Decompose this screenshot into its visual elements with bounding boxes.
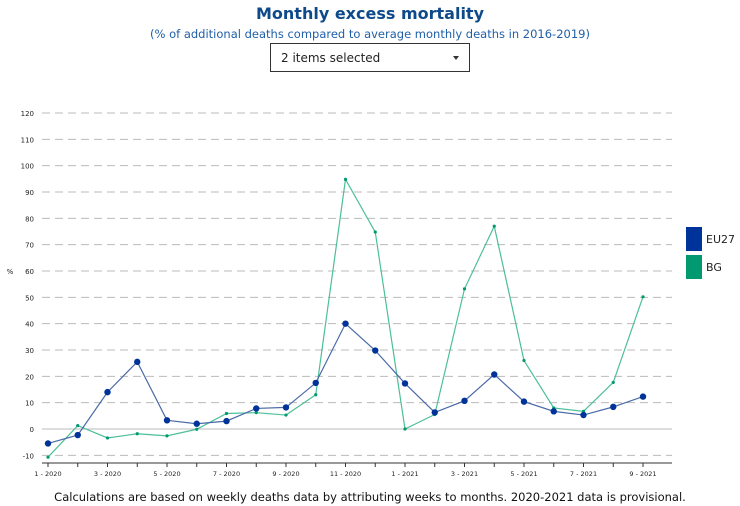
legend-item-eu27[interactable]: EU27 — [686, 227, 735, 251]
y-tick-label: 0 — [30, 426, 34, 434]
data-point-bg — [641, 295, 645, 299]
data-point-bg — [135, 432, 139, 436]
data-point-eu27 — [163, 417, 171, 424]
y-tick-label: 90 — [25, 189, 34, 197]
data-point-bg — [314, 393, 318, 397]
data-point-bg — [403, 427, 407, 431]
dropdown-value: 2 items selected — [281, 50, 381, 65]
legend-label: EU27 — [706, 232, 735, 246]
footnote: Calculations are based on weekly deaths … — [54, 490, 686, 504]
data-point-bg — [195, 427, 199, 431]
y-tick-label: -10 — [23, 452, 34, 460]
x-tick-label: 3 - 2021 — [451, 470, 478, 478]
data-point-bg — [611, 380, 615, 384]
data-point-bg — [522, 358, 526, 363]
x-tick-label: 5 - 2021 — [510, 470, 537, 478]
series-select-dropdown[interactable]: 2 items selected — [270, 43, 470, 72]
y-tick-label: 120 — [21, 110, 34, 118]
series-line-eu27 — [47, 322, 644, 445]
y-tick-label: 20 — [25, 373, 34, 381]
data-point-bg — [462, 287, 467, 291]
data-point-eu27 — [312, 379, 319, 387]
data-point-bg — [343, 177, 348, 181]
data-point-bg — [105, 436, 110, 440]
data-point-bg — [373, 230, 377, 234]
data-point-eu27 — [580, 411, 587, 419]
x-tick-label: 11 - 2020 — [330, 470, 361, 478]
data-point-eu27 — [550, 408, 557, 415]
x-tick-label: 9 - 2021 — [629, 470, 656, 478]
chart-title: Monthly excess mortality — [256, 4, 484, 23]
series-line-bg — [47, 177, 644, 458]
data-point-eu27 — [74, 431, 81, 439]
data-point-eu27 — [193, 420, 200, 427]
data-point-eu27 — [134, 358, 141, 366]
x-tick-label: 7 - 2020 — [213, 470, 240, 478]
data-point-eu27 — [461, 397, 468, 405]
y-axis-label: % — [7, 268, 14, 276]
data-point-eu27 — [610, 403, 617, 411]
legend-swatch — [686, 255, 702, 279]
x-tick-label: 1 - 2021 — [391, 470, 418, 478]
y-tick-label: 30 — [25, 347, 34, 355]
caret-down-icon — [453, 56, 459, 60]
data-point-bg — [254, 411, 258, 415]
y-tick-label: 110 — [21, 136, 34, 144]
data-point-eu27 — [342, 320, 349, 327]
data-point-eu27 — [520, 398, 528, 405]
data-point-bg — [284, 413, 288, 417]
data-point-bg — [492, 224, 496, 228]
data-point-eu27 — [491, 371, 498, 378]
data-point-eu27 — [223, 417, 230, 425]
x-tick-label: 5 - 2020 — [153, 470, 180, 478]
chart-subtitle: (% of additional deaths compared to aver… — [150, 27, 590, 41]
x-tick-label: 7 - 2021 — [570, 470, 597, 478]
data-point-eu27 — [253, 405, 260, 412]
data-point-bg — [46, 455, 50, 459]
data-point-eu27 — [639, 393, 647, 400]
data-point-bg — [76, 423, 80, 428]
y-tick-label: 10 — [25, 400, 34, 408]
data-point-bg — [224, 411, 229, 416]
data-point-eu27 — [401, 380, 409, 387]
legend-swatch — [686, 227, 702, 251]
x-tick-label: 1 - 2020 — [34, 470, 61, 478]
legend-label: BG — [706, 260, 722, 274]
x-tick-label: 9 - 2020 — [272, 470, 299, 478]
data-point-bg — [165, 434, 169, 438]
line-chart: -10 0 10 20 30 40 50 60 70 80 90 100 110 120% 1 - 2020… — [7, 110, 672, 478]
y-tick-label: 50 — [25, 294, 34, 302]
y-tick-label: 40 — [25, 321, 34, 329]
data-point-eu27 — [372, 347, 379, 354]
y-tick-label: 80 — [25, 215, 34, 223]
legend-item-bg[interactable]: BG — [686, 255, 722, 279]
data-point-eu27 — [104, 388, 111, 396]
y-tick-label: 60 — [25, 268, 34, 276]
y-tick-label: 100 — [21, 163, 34, 171]
y-tick-label: 70 — [25, 242, 34, 250]
data-point-eu27 — [44, 440, 52, 447]
data-point-eu27 — [431, 409, 438, 416]
x-tick-label: 3 - 2020 — [94, 470, 121, 478]
data-point-eu27 — [282, 404, 290, 411]
